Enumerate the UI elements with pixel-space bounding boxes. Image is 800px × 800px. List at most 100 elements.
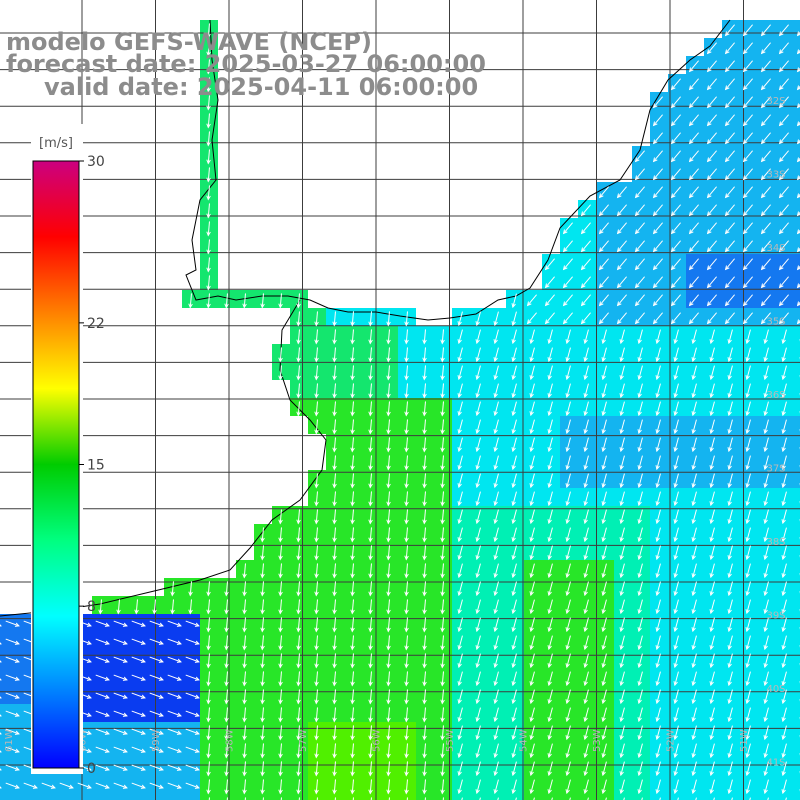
wind-arrow (673, 383, 679, 399)
wind-arrow (314, 761, 319, 777)
wind-arrow (386, 419, 391, 435)
wind-arrow (278, 581, 283, 597)
wind-arrow (386, 437, 391, 453)
wind-arrow (709, 671, 715, 687)
wind-arrow (727, 689, 733, 705)
wind-arrow (688, 150, 699, 163)
wind-arrow (493, 401, 499, 417)
wind-arrow (457, 365, 463, 381)
wind-arrow (727, 671, 733, 687)
wind-arrow (709, 617, 715, 633)
wind-arrow (260, 653, 265, 669)
wind-arrow (655, 635, 661, 651)
wind-arrow (260, 725, 265, 741)
wind-arrow (457, 617, 463, 633)
wind-arrow (278, 617, 283, 633)
wind-arrow (493, 437, 499, 453)
wind-arrow (763, 581, 769, 597)
wind-arrow (691, 437, 697, 453)
wind-arrow (404, 689, 409, 705)
speed-cell (740, 794, 758, 800)
wind-arrow (350, 707, 355, 723)
speed-cell (794, 578, 800, 596)
speed-cell (794, 758, 800, 776)
wind-arrow (778, 114, 789, 127)
wind-arrow (206, 95, 211, 111)
wind-arrow (583, 617, 589, 633)
wind-arrow (493, 419, 499, 435)
wind-arrow (778, 222, 789, 235)
speed-cell (794, 650, 800, 668)
speed-cell (0, 668, 2, 686)
wind-arrow (368, 743, 373, 759)
wind-arrow (763, 653, 769, 669)
speed-cell (794, 290, 800, 308)
wind-arrow (440, 455, 445, 471)
wind-arrow (796, 157, 800, 163)
wind-arrow (706, 222, 717, 235)
wind-arrow (224, 707, 229, 723)
wind-arrow (529, 365, 535, 381)
wind-arrow (583, 365, 589, 381)
wind-arrow (763, 779, 769, 795)
wind-arrow (314, 545, 319, 561)
wind-arrow (796, 301, 800, 307)
wind-arrow (745, 743, 751, 759)
wind-arrow (170, 581, 175, 597)
wind-arrow (673, 527, 679, 543)
wind-arrow (350, 383, 355, 399)
wind-arrow (763, 707, 769, 723)
wind-arrow (242, 779, 247, 795)
wind-arrow (778, 42, 789, 55)
wind-arrow (619, 383, 625, 399)
wind-arrow (368, 383, 373, 399)
wind-arrow (745, 473, 751, 489)
wind-arrow (404, 545, 409, 561)
wind-arrow (598, 240, 609, 253)
wind-arrow (529, 761, 535, 777)
wind-arrow (529, 437, 535, 453)
wind-arrow (511, 347, 517, 363)
wind-arrow (95, 764, 110, 771)
speed-cell (272, 794, 290, 800)
wind-arrow (637, 473, 643, 489)
speed-cell (794, 38, 800, 56)
wind-arrow (673, 689, 679, 705)
wind-arrow (691, 761, 697, 777)
wind-arrow (41, 782, 56, 789)
wind-arrow (493, 509, 499, 525)
wind-arrow (763, 689, 769, 705)
wind-arrow (781, 365, 787, 381)
wind-arrow (727, 401, 733, 417)
wind-arrow (745, 383, 751, 399)
wind-arrow (583, 437, 589, 453)
wind-arrow (565, 725, 571, 741)
wind-arrow (619, 653, 625, 669)
wind-arrow (619, 743, 625, 759)
wind-arrow (206, 59, 211, 75)
wind-arrow (619, 473, 625, 489)
wind-arrow (404, 509, 409, 525)
speed-cell (794, 416, 800, 434)
wind-arrow (149, 638, 164, 645)
wind-arrow (547, 599, 553, 615)
wind-arrow (673, 743, 679, 759)
wind-arrow (583, 491, 589, 507)
wind-arrow (673, 437, 679, 453)
wind-arrow (760, 294, 771, 307)
wind-arrow (763, 347, 769, 363)
wind-arrow (709, 581, 715, 597)
wind-arrow (724, 150, 735, 163)
wind-arrow (314, 419, 319, 435)
wind-arrow (742, 114, 753, 127)
wind-arrow (796, 265, 800, 271)
wind-arrow (634, 186, 645, 199)
wind-arrow (781, 689, 787, 705)
lat-label: 39S (766, 611, 785, 622)
wind-arrow (332, 689, 337, 705)
wind-arrow (457, 563, 463, 579)
wind-arrow (778, 186, 789, 199)
speed-cell (794, 236, 800, 254)
wind-arrow (185, 728, 200, 735)
wind-arrow (547, 383, 553, 399)
